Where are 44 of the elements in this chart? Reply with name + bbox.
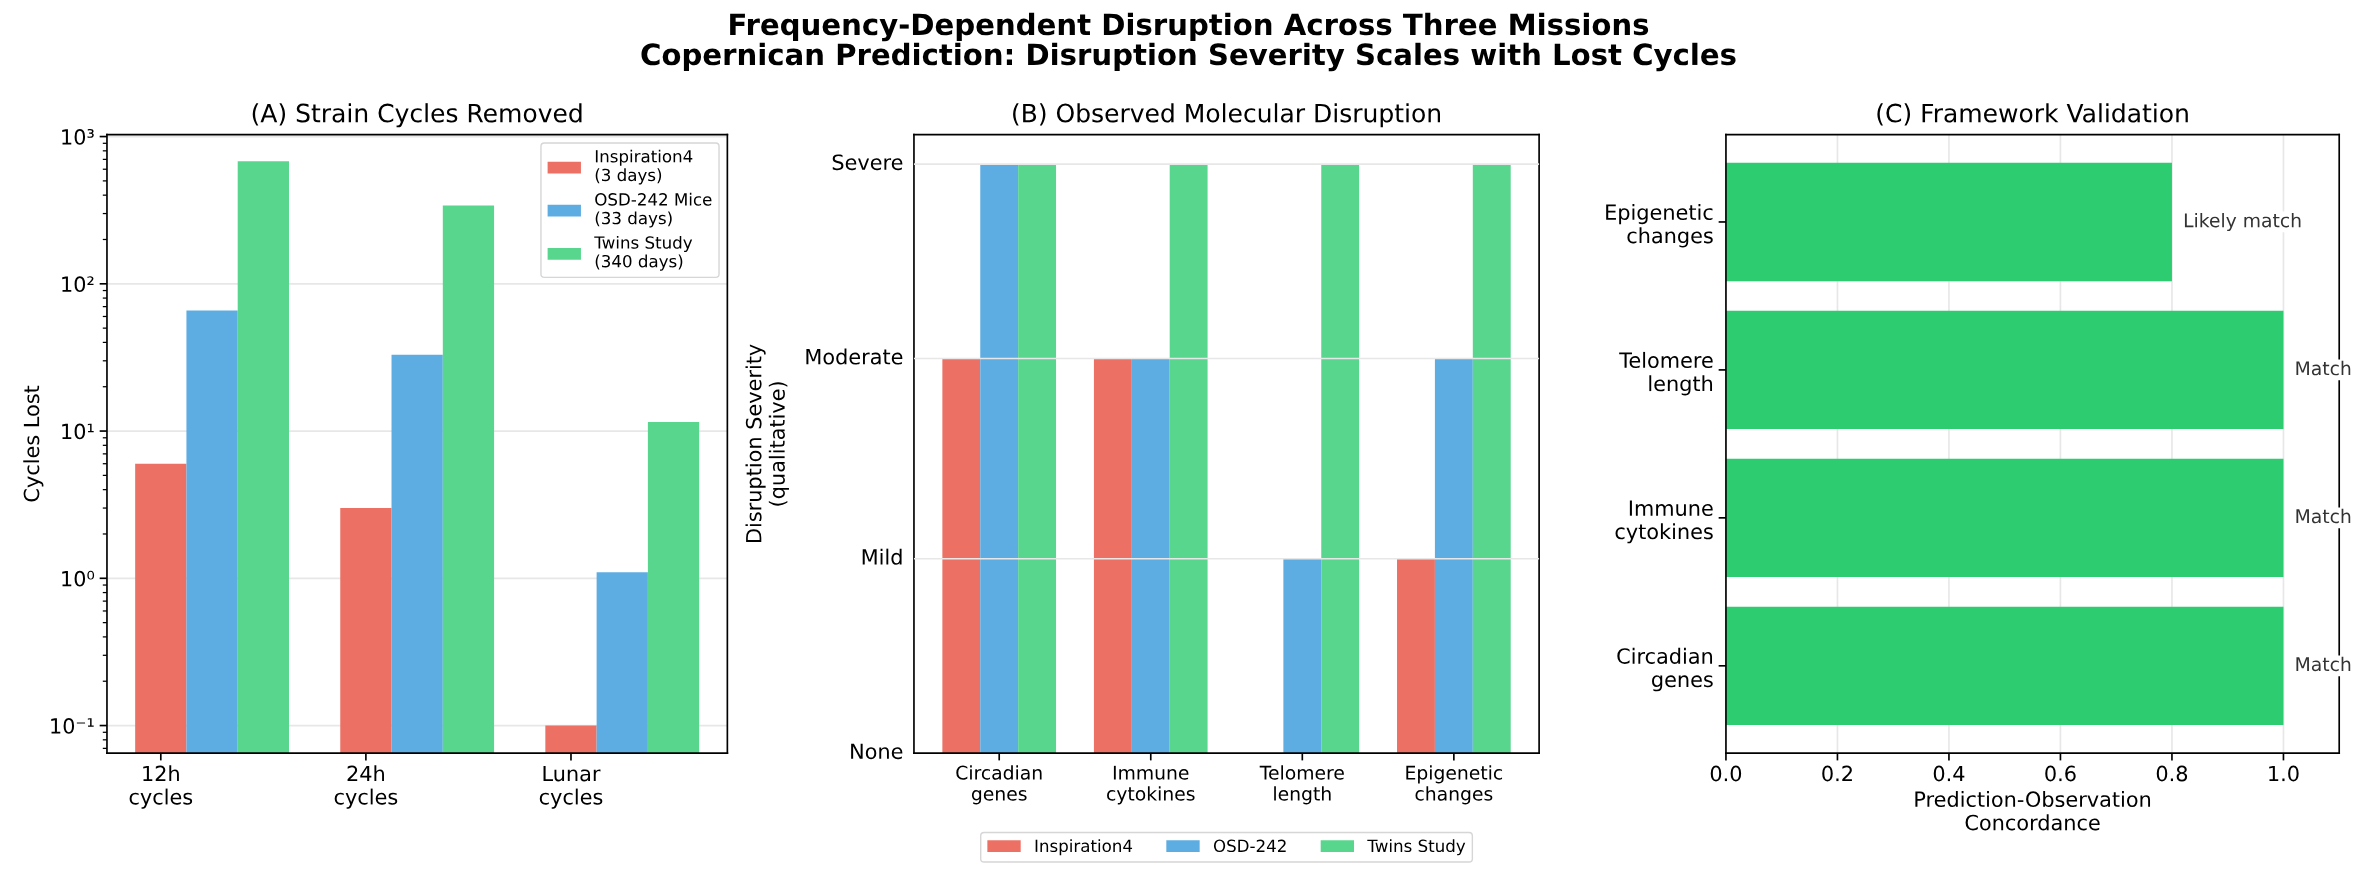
legend-label: Inspiration4 xyxy=(1035,839,1133,856)
legend-label: Inspiration4 (3 days) xyxy=(595,149,693,185)
ref-line-label: Moderate xyxy=(806,348,903,365)
y-tick-label: 10³ xyxy=(62,129,94,145)
x-tick-label: Immune cytokines xyxy=(1107,765,1195,805)
x-tick-label: 12h cycles xyxy=(129,765,193,809)
chart-title: (B) Observed Molecular Disruption xyxy=(1013,103,1441,128)
x-tick-label: 0.8 xyxy=(2156,765,2188,782)
data-label: Match xyxy=(2296,360,2351,376)
x-tick-label: Circadian genes xyxy=(956,765,1042,805)
x-tick-label: 1.0 xyxy=(2269,765,2299,782)
x-tick-label: 0.2 xyxy=(1822,765,1852,782)
x-tick-label: 0.4 xyxy=(1933,765,1965,782)
text: Copernican Prediction: Disruption Severity Scales with Lost Cycles xyxy=(641,42,1736,72)
data-label: Match xyxy=(2296,656,2351,672)
data-label: Likely match xyxy=(2184,212,2301,232)
x-tick-label: Lunar cycles xyxy=(539,765,603,809)
x-tick-label: 0.0 xyxy=(1710,765,1742,782)
chart-title: (A) Strain Cycles Removed xyxy=(252,103,582,128)
x-tick-label: Epigenetic changes xyxy=(1406,765,1503,805)
legend-label: OSD-242 xyxy=(1213,839,1286,853)
y-axis-title: Disruption Severity (qualitative) xyxy=(745,344,789,542)
x-axis-title: Prediction-Observation Concordance xyxy=(1915,790,2151,831)
y-tick-label: 10¹ xyxy=(62,423,94,440)
x-tick-label: 0.6 xyxy=(2045,765,2076,782)
legend-label: OSD-242 Mice (33 days) xyxy=(595,192,712,228)
y-tick-label: Epigenetic changes xyxy=(1606,203,1713,248)
y-tick-label: Telomere length xyxy=(1619,351,1713,396)
y-axis-title: Cycles Lost xyxy=(23,385,44,502)
x-tick-label: 24h cycles xyxy=(334,765,398,809)
x-tick-label: Telomere length xyxy=(1259,765,1344,805)
legend-label: Twins Study (340 days) xyxy=(594,235,693,271)
chart-title: (C) Framework Validation xyxy=(1877,103,2188,126)
data-label: Match xyxy=(2296,508,2351,524)
ref-line-label: Mild xyxy=(862,548,902,565)
y-tick-label: 10⁰ xyxy=(62,570,95,587)
y-tick-label: 10⁻¹ xyxy=(51,718,94,734)
text: None xyxy=(851,743,903,760)
y-tick-label: Circadian genes xyxy=(1617,647,1713,692)
ref-line-label: Severe xyxy=(832,154,903,171)
y-tick-label: 10² xyxy=(62,276,94,293)
y-tick-label: Immune cytokines xyxy=(1615,500,1713,544)
text: Frequency-Dependent Disruption Across Three Missions xyxy=(730,12,1649,42)
legend-label: Twins Study xyxy=(1367,839,1466,856)
